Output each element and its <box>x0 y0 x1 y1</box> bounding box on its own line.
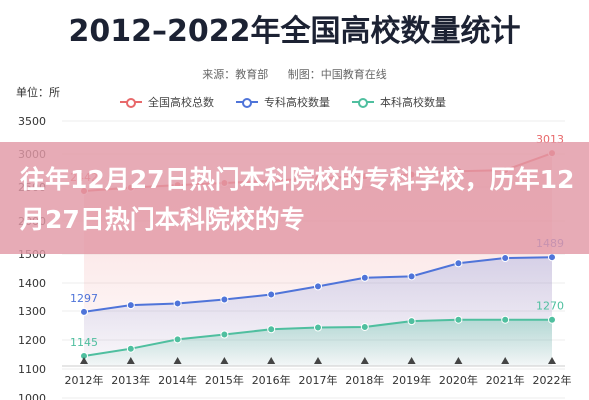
x-tick-marker <box>126 357 135 364</box>
legend-item-total: 全国高校总数 <box>120 94 214 110</box>
x-tick-marker <box>501 357 510 364</box>
y-tick-label: 1400 <box>18 277 46 290</box>
data-label-undergrad: 1270 <box>536 300 564 313</box>
x-tick-marker <box>267 357 276 364</box>
x-tick-marker <box>548 357 556 364</box>
legend-swatch-total <box>120 97 142 108</box>
legend-swatch-undergrad <box>352 97 374 108</box>
y-tick-label: 3500 <box>18 115 46 128</box>
data-point-undergrad <box>220 330 229 339</box>
x-tick-marker <box>454 357 463 364</box>
y-tick-label: 1100 <box>18 363 46 376</box>
data-point-vocational <box>80 307 88 316</box>
x-tick-label: 2013年 <box>111 373 150 387</box>
data-point-vocational <box>360 273 369 282</box>
data-point-undergrad <box>360 322 369 331</box>
x-tick-label: 2017年 <box>299 373 338 387</box>
banner-text: 往年12月27日热门本科院校的专科学校，历年12月27日热门本科院校的专 <box>20 165 575 234</box>
data-point-vocational <box>454 259 463 268</box>
x-tick-marker <box>360 357 369 364</box>
y-tick-label: 1300 <box>18 305 46 318</box>
y-tick-label: 1000 <box>18 392 46 400</box>
series-area-undergrad <box>84 319 552 366</box>
data-point-undergrad <box>173 335 182 344</box>
overlay-banner <box>0 142 589 254</box>
data-point-undergrad <box>314 323 322 332</box>
x-tick-marker <box>220 357 229 364</box>
x-tick-label: 2014年 <box>158 373 197 387</box>
unit-label: 单位：所 <box>16 86 60 99</box>
legend-item-vocational: 专科高校数量 <box>236 94 330 110</box>
x-tick-marker <box>314 357 322 364</box>
x-tick-label: 2019年 <box>392 373 431 387</box>
data-point-vocational <box>173 299 182 308</box>
legend-label-total: 全国高校总数 <box>148 96 214 109</box>
x-tick-label: 2020年 <box>439 373 478 387</box>
x-tick-label: 2022年 <box>533 373 572 387</box>
x-tick-label: 2016年 <box>252 373 291 387</box>
data-label-undergrad: 1145 <box>70 336 98 349</box>
x-tick-marker <box>407 357 416 364</box>
x-tick-label: 2015年 <box>205 373 244 387</box>
x-tick-marker <box>173 357 182 364</box>
legend: 全国高校总数 专科高校数量 本科高校数量 <box>120 94 446 110</box>
chart-title: 2012–2022年全国高校数量统计 <box>68 14 521 49</box>
data-point-undergrad <box>501 315 510 324</box>
data-point-vocational <box>314 282 322 291</box>
x-tick-label: 2012年 <box>65 373 104 387</box>
data-point-undergrad <box>454 315 463 324</box>
data-point-vocational <box>548 253 556 262</box>
data-point-undergrad <box>126 344 135 353</box>
legend-label-vocational: 专科高校数量 <box>264 96 330 109</box>
data-label-vocational: 1297 <box>70 292 98 305</box>
source-text: 来源：教育部 <box>202 68 269 81</box>
axis-layer: 1000110012001300140015002000250030003500… <box>18 115 572 400</box>
data-point-vocational <box>126 301 135 310</box>
data-point-vocational <box>220 295 229 304</box>
source-line: 来源：教育部 制图：中国教育在线 <box>0 66 589 82</box>
data-point-undergrad <box>407 317 416 326</box>
legend-item-undergrad: 本科高校数量 <box>352 94 446 110</box>
data-point-vocational <box>267 290 276 299</box>
legend-swatch-vocational <box>236 97 258 108</box>
y-tick-label: 1200 <box>18 334 46 347</box>
data-point-vocational <box>501 254 510 263</box>
x-tick-label: 2018年 <box>345 373 384 387</box>
x-tick-marker <box>80 357 88 364</box>
legend-label-undergrad: 本科高校数量 <box>380 96 446 109</box>
creator-text: 制图：中国教育在线 <box>287 68 387 81</box>
data-point-undergrad <box>548 315 556 324</box>
x-tick-label: 2021年 <box>486 373 525 387</box>
data-point-vocational <box>407 272 416 281</box>
data-point-undergrad <box>267 325 276 334</box>
